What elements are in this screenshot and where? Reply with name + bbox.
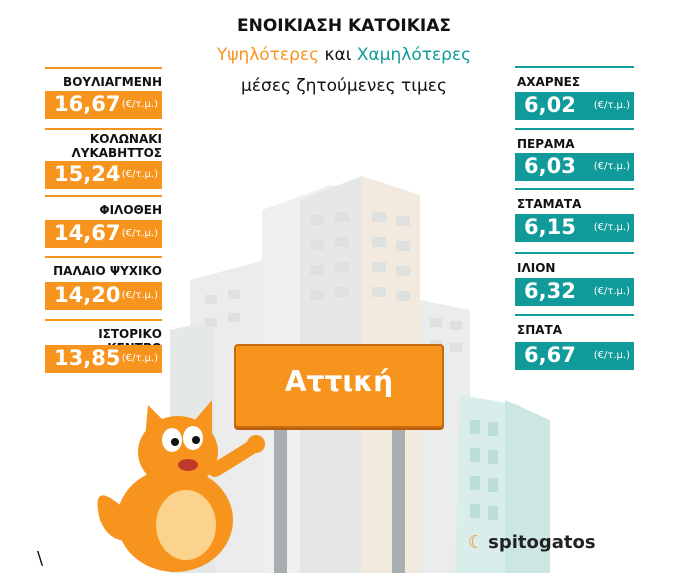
area-name: ΑΧΑΡΝΕΣ (517, 75, 581, 89)
region-sign: Αττική (234, 344, 444, 428)
cat-logo-icon: ☾ (468, 532, 485, 553)
price-box: 16,67 (€/τ.μ.) (45, 91, 162, 119)
price-value: 13,85 (54, 346, 121, 370)
price-unit: (€/τ.μ.) (593, 350, 630, 361)
price-unit: (€/τ.μ.) (593, 222, 630, 233)
spitogatos-logo: ☾ spitogatos (468, 532, 596, 553)
price-value: 14,20 (54, 283, 121, 307)
price-value: 6,15 (524, 215, 576, 239)
divider (45, 128, 162, 130)
subtitle-and: και (324, 45, 352, 65)
logo-text: spitogatos (488, 532, 596, 553)
price-value: 6,67 (524, 343, 576, 367)
divider (45, 67, 162, 69)
page-title: ΕΝΟΙΚΙΑΣΗ ΚΑΤΟΙΚΙΑΣ (236, 16, 451, 36)
divider (45, 195, 162, 197)
price-value: 16,67 (54, 92, 121, 116)
divider (45, 319, 162, 321)
price-unit: (€/τ.μ.) (593, 161, 630, 172)
price-value: 6,32 (524, 279, 576, 303)
price-box: 14,20 (€/τ.μ.) (45, 282, 162, 310)
price-unit: (€/τ.μ.) (121, 99, 158, 110)
price-box: 13,85 (€/τ.μ.) (45, 345, 162, 373)
price-value: 6,02 (524, 93, 576, 117)
area-name: ΦΙΛΟΘΕΗ (99, 203, 162, 217)
price-box: 15,24 (€/τ.μ.) (45, 161, 162, 189)
price-box: 14,67 (€/τ.μ.) (45, 220, 162, 248)
price-box: 6,02 (€/τ.μ.) (515, 92, 634, 120)
area-name: ΒΟΥΛΙΑΓΜΕΝΗ (63, 75, 162, 89)
subtitle-lowest: Χαμηλότερες (356, 45, 472, 65)
price-unit: (€/τ.μ.) (593, 100, 630, 111)
subtitle-secondary: μέσες ζητούμενες τιμες (241, 76, 447, 96)
price-box: 6,67 (€/τ.μ.) (515, 342, 634, 370)
price-value: 14,67 (54, 221, 121, 245)
divider (515, 252, 634, 254)
area-name: ΠΕΡΑΜΑ (517, 137, 575, 151)
subtitle: Υψηλότερες και Χαμηλότερες (0, 45, 688, 65)
buildings-illustration (170, 176, 550, 573)
price-box: 6,15 (€/τ.μ.) (515, 214, 634, 242)
price-unit: (€/τ.μ.) (121, 169, 158, 180)
area-name: ΙΛΙΟΝ (517, 261, 556, 275)
area-name: ΣΤΑΜΑΤΑ (517, 197, 582, 211)
divider (515, 128, 634, 130)
subtitle-highest: Υψηλότερες (216, 45, 320, 65)
price-value: 15,24 (54, 162, 121, 186)
area-name: ΠΑΛΑΙΟ ΨΥΧΙΚΟ (53, 264, 162, 278)
price-unit: (€/τ.μ.) (121, 290, 158, 301)
divider (515, 66, 634, 68)
price-unit: (€/τ.μ.) (121, 353, 158, 364)
area-name: ΣΠΑΤΑ (517, 323, 562, 337)
area-name: ΚΟΛΩΝΑΚΙ ΛΥΚΑΒΗΤΤΟΣ (71, 132, 162, 160)
divider (515, 314, 634, 316)
price-box: 6,03 (€/τ.μ.) (515, 153, 634, 181)
stray-mark: \ (37, 548, 44, 569)
price-box: 6,32 (€/τ.μ.) (515, 278, 634, 306)
price-unit: (€/τ.μ.) (593, 286, 630, 297)
price-value: 6,03 (524, 154, 576, 178)
price-unit: (€/τ.μ.) (121, 228, 158, 239)
cat-mascot-illustration (97, 400, 265, 572)
region-sign-label: Αττική (284, 365, 394, 398)
divider (515, 188, 634, 190)
divider (45, 256, 162, 258)
